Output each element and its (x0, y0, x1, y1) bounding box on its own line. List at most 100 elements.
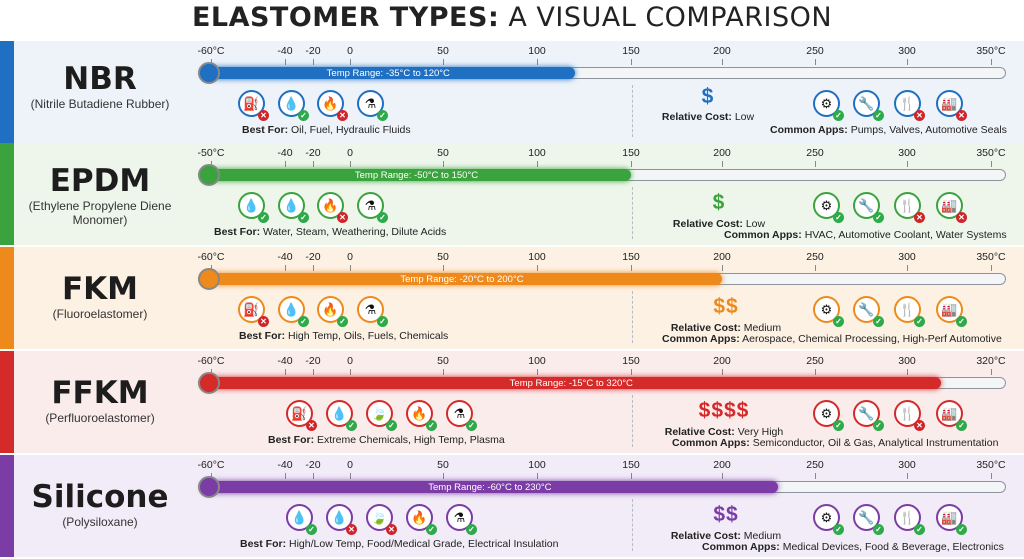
tick-mark (537, 265, 538, 271)
relative-cost: Relative Cost: Medium (671, 530, 781, 542)
fire-icon: 🔥 ✓ (406, 504, 437, 535)
water-drop-icon: 💧 ✓ (286, 504, 317, 535)
tick-label: -40 (277, 459, 293, 471)
apps-value: Aerospace, Chemical Processing, High-Per… (742, 333, 1002, 345)
tick-mark (907, 369, 908, 375)
icon-glyph: 🔥 (322, 198, 339, 213)
temperature-range-label: Temp Range: -20°C to 200°C (400, 274, 524, 285)
tick-label: 250 (806, 459, 824, 471)
valve-icon: 🔧 ✓ (853, 400, 884, 431)
tick-label: 100 (528, 355, 546, 367)
tick-label: -20 (305, 45, 321, 57)
check-icon: ✓ (873, 420, 884, 431)
tick-mark (722, 369, 723, 375)
check-icon: ✓ (956, 316, 967, 327)
apps-label: Common Apps: (662, 333, 740, 345)
temperature-range-bar (202, 169, 631, 181)
tick-mark (443, 369, 444, 375)
icon-glyph: 💧 (331, 406, 348, 421)
check-icon: ✓ (833, 212, 844, 223)
factory-icon: 🏭 ✓ (936, 296, 967, 327)
icon-glyph: 🍴 (899, 510, 916, 525)
icon-glyph: 🔧 (858, 302, 875, 317)
tick-mark (285, 473, 286, 479)
tick-label: -50°C (197, 147, 225, 159)
tick-mark (350, 161, 351, 167)
tick-mark (537, 59, 538, 65)
common-apps-text: Common Apps: Semiconductor, Oil & Gas, A… (672, 437, 998, 449)
cost-value: Medium (743, 322, 782, 334)
food-icon: 🍴 ✓ (894, 296, 925, 327)
tick-mark (537, 369, 538, 375)
icon-glyph: 🔥 (411, 510, 428, 525)
chemical-flask-icon: ⚗ ✓ (357, 90, 388, 121)
tick-mark (722, 265, 723, 271)
check-icon: ✓ (873, 212, 884, 223)
icon-glyph: 🏭 (941, 302, 958, 317)
fire-icon: 🔥 ✓ (317, 296, 348, 327)
elastomer-name: Silicone (31, 479, 169, 515)
check-icon: ✓ (466, 524, 477, 535)
check-icon: ✓ (914, 316, 925, 327)
tick-label: 0 (347, 45, 353, 57)
tick-mark (313, 59, 314, 65)
oil-drop-icon: 💧 ✓ (238, 192, 269, 223)
weathering-icon: 🍃 ✕ (366, 504, 397, 535)
tick-label: -60°C (197, 251, 225, 263)
best-for-value: Extreme Chemicals, High Temp, Plasma (317, 434, 505, 446)
temperature-range-bar (202, 377, 941, 389)
tick-label: -20 (305, 147, 321, 159)
tick-label: 150 (622, 251, 640, 263)
check-icon: ✓ (873, 524, 884, 535)
row-ffkm: FFKM (Perfluoroelastomer) -60°C -40 -20 0 50 10… (0, 351, 1024, 453)
row-color-stripe (0, 455, 14, 557)
food-icon: 🍴 ✕ (894, 400, 925, 431)
check-icon: ✓ (956, 420, 967, 431)
cross-icon: ✕ (956, 212, 967, 223)
check-icon: ✓ (426, 420, 437, 431)
tick-mark (815, 473, 816, 479)
best-for-label: Best For: (242, 124, 289, 136)
thermometer-bulb (198, 372, 220, 394)
elastomer-subtitle: (Polysiloxane) (62, 515, 138, 529)
valve-icon: 🔧 ✓ (853, 90, 884, 121)
icon-glyph: 💧 (243, 198, 260, 213)
tick-label: 0 (347, 251, 353, 263)
apps-value: Semiconductor, Oil & Gas, Analytical Ins… (752, 437, 999, 449)
valve-icon: 🔧 ✓ (853, 296, 884, 327)
tick-label: -60°C (197, 45, 225, 57)
icon-glyph: 🔧 (858, 198, 875, 213)
check-icon: ✓ (298, 110, 309, 121)
tick-label: -20 (305, 251, 321, 263)
icon-glyph: 🔧 (858, 96, 875, 111)
check-icon: ✓ (466, 420, 477, 431)
oil-drop-icon: 💧 ✓ (278, 90, 309, 121)
check-icon: ✓ (873, 316, 884, 327)
check-icon: ✓ (377, 110, 388, 121)
section-divider (632, 85, 633, 137)
icon-glyph: 💧 (283, 198, 300, 213)
pump-icon: ⚙ ✓ (813, 192, 844, 223)
row-fkm: FKM (Fluoroelastomer) -60°C -40 -20 0 50 100 150… (0, 247, 1024, 349)
thermometer-bulb (198, 164, 220, 186)
icon-glyph: 💧 (331, 510, 348, 525)
check-icon: ✓ (386, 420, 397, 431)
tick-label: 250 (806, 147, 824, 159)
tick-mark (537, 161, 538, 167)
cost-label: Relative Cost: (670, 530, 741, 542)
tick-label: -40 (277, 355, 293, 367)
common-apps-text: Common Apps: Aerospace, Chemical Process… (662, 333, 1002, 345)
best-for-label: Best For: (239, 330, 286, 342)
cross-icon: ✕ (346, 524, 357, 535)
elastomer-name: EPDM (49, 163, 151, 199)
tick-label: 150 (622, 45, 640, 57)
temperature-range-label: Temp Range: -60°C to 230°C (428, 482, 552, 493)
fire-icon: 🔥 ✕ (317, 192, 348, 223)
tick-label: 300 (898, 251, 916, 263)
icon-glyph: ⛽ (243, 96, 260, 111)
tick-mark (907, 59, 908, 65)
cost-dollar-icon: $$ (713, 295, 739, 318)
check-icon: ✓ (258, 212, 269, 223)
temperature-range-bar (202, 273, 722, 285)
tick-mark (313, 369, 314, 375)
